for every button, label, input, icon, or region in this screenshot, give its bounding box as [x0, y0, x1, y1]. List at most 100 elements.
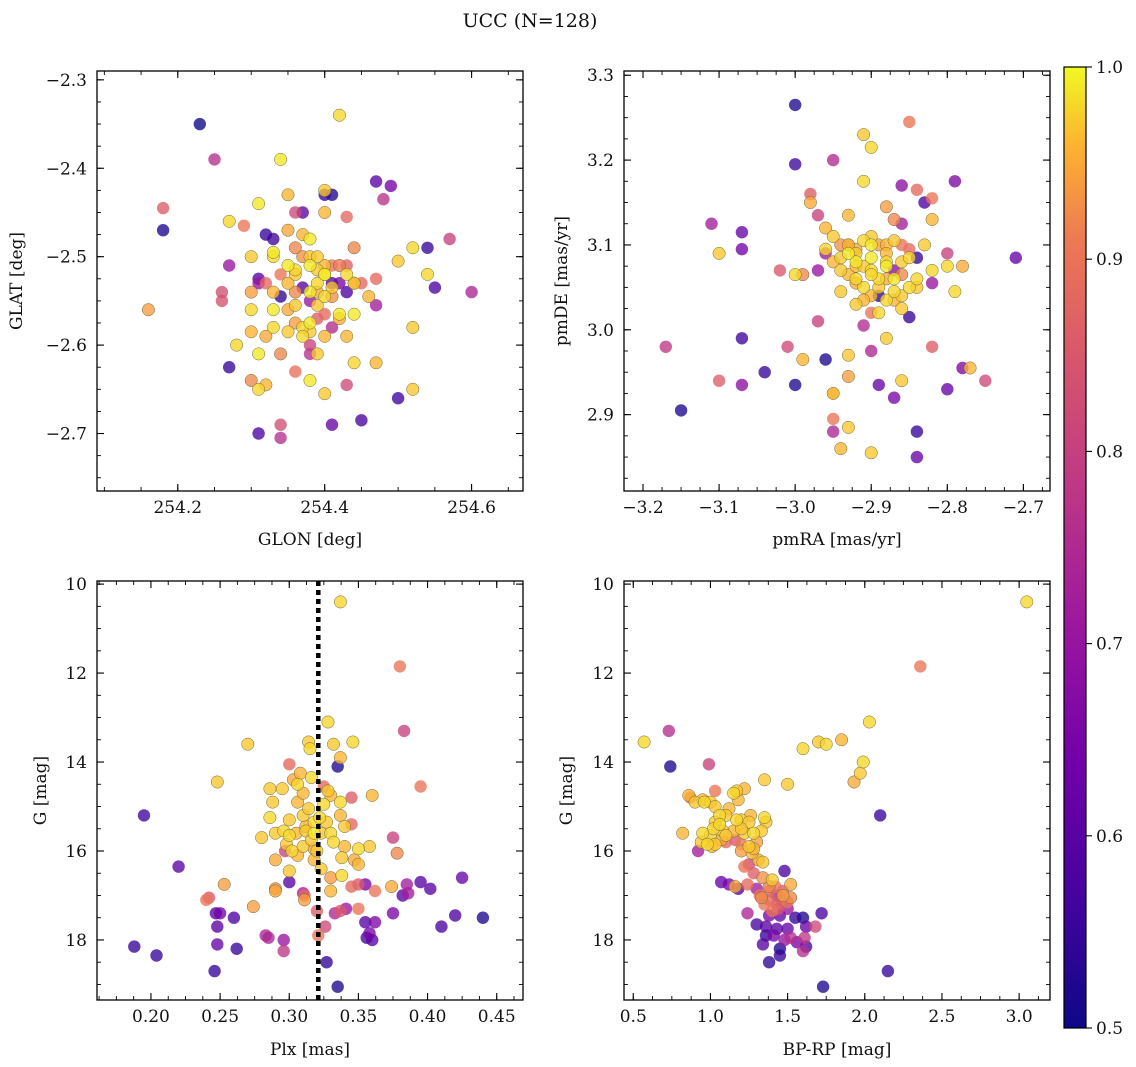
data-point [281, 276, 295, 290]
data-point [849, 297, 863, 311]
data-point [841, 208, 855, 222]
data-point [318, 206, 332, 219]
data-point [758, 366, 771, 379]
data-point [369, 175, 383, 188]
colorbar: 0.5 0.6 0.7 0.8 0.9 1.0 [1063, 58, 1123, 1039]
x-tick-label: 2.0 [851, 1007, 878, 1027]
data-point [940, 259, 954, 273]
data-point [781, 340, 794, 353]
x-tick-label: 254.2 [153, 498, 202, 518]
data-point [266, 285, 280, 299]
data-point [351, 857, 365, 871]
y-axis-label: G [mag] [31, 756, 51, 825]
data-point [834, 285, 848, 299]
data-point [310, 298, 324, 312]
data-point [659, 340, 672, 353]
data-point [664, 760, 677, 773]
data-point [773, 949, 787, 962]
data-point [925, 263, 939, 277]
data-point [252, 197, 266, 211]
data-point [879, 200, 893, 214]
data-point [948, 175, 962, 188]
data-point [285, 844, 299, 858]
data-point [925, 276, 939, 290]
data-point [317, 797, 331, 811]
data-point [347, 356, 361, 370]
data-point [895, 179, 908, 192]
data-point [963, 361, 977, 375]
data-point [340, 267, 354, 281]
data-point [259, 277, 273, 290]
x-tick-label: 0.5 [620, 1007, 647, 1027]
data-point [355, 414, 368, 427]
data-point [293, 766, 307, 780]
data-point [324, 884, 338, 898]
data-point [296, 329, 310, 343]
data-point [827, 153, 840, 167]
y-tick-label: 18 [65, 931, 87, 951]
data-point [325, 281, 339, 295]
data-point [910, 272, 924, 286]
data-point [778, 864, 791, 878]
colorbar-tick-label: 1.0 [1096, 58, 1123, 78]
data-point [424, 882, 437, 895]
scatter-points [128, 595, 490, 993]
data-point [281, 188, 295, 202]
data-point [324, 871, 338, 885]
data-point [756, 855, 770, 869]
data-point [274, 418, 287, 431]
data-point [910, 183, 924, 196]
data-point [266, 320, 280, 334]
y-axis-label: GLAT [deg] [7, 232, 27, 330]
y-tick-label: 14 [65, 753, 87, 773]
data-point [910, 450, 924, 464]
y-tick-label: −2.7 [46, 425, 87, 445]
data-point [841, 420, 855, 434]
data-point [391, 392, 405, 405]
data-point [727, 786, 741, 800]
data-point [864, 251, 878, 265]
data-point [881, 964, 895, 978]
axes-frame [96, 70, 524, 492]
data-point [789, 911, 802, 924]
data-point [796, 353, 810, 366]
axes-frame [96, 580, 524, 1001]
data-point [377, 193, 390, 206]
data-point [193, 117, 206, 131]
data-point [267, 232, 280, 246]
x-tick-label: 0.45 [478, 1007, 516, 1027]
data-point [857, 280, 871, 294]
data-point [864, 268, 878, 282]
data-point [223, 361, 236, 374]
data-point [941, 247, 954, 260]
data-point [274, 431, 287, 445]
data-point [834, 442, 848, 456]
data-point [747, 826, 761, 840]
data-point [386, 907, 400, 920]
data-point [819, 353, 832, 366]
y-tick-label: 14 [592, 753, 614, 773]
data-point [948, 285, 962, 299]
data-point [283, 758, 296, 771]
data-point [1020, 595, 1034, 609]
data-point [827, 412, 840, 426]
x-axis-label: GLON [deg] [258, 530, 362, 550]
data-point [862, 715, 876, 729]
axes-frame [623, 580, 1051, 1001]
data-point [318, 290, 332, 303]
data-point [303, 374, 317, 387]
data-point [857, 128, 871, 142]
data-point [887, 234, 901, 248]
data-point [402, 887, 415, 900]
data-point [289, 365, 302, 378]
data-point [696, 826, 710, 840]
data-point [834, 263, 848, 277]
data-point [864, 238, 878, 252]
data-point [359, 916, 372, 929]
y-tick-label: −2.6 [46, 336, 87, 356]
data-point [327, 737, 340, 751]
data-point [476, 911, 490, 924]
data-point [765, 873, 779, 887]
data-point [819, 221, 833, 235]
